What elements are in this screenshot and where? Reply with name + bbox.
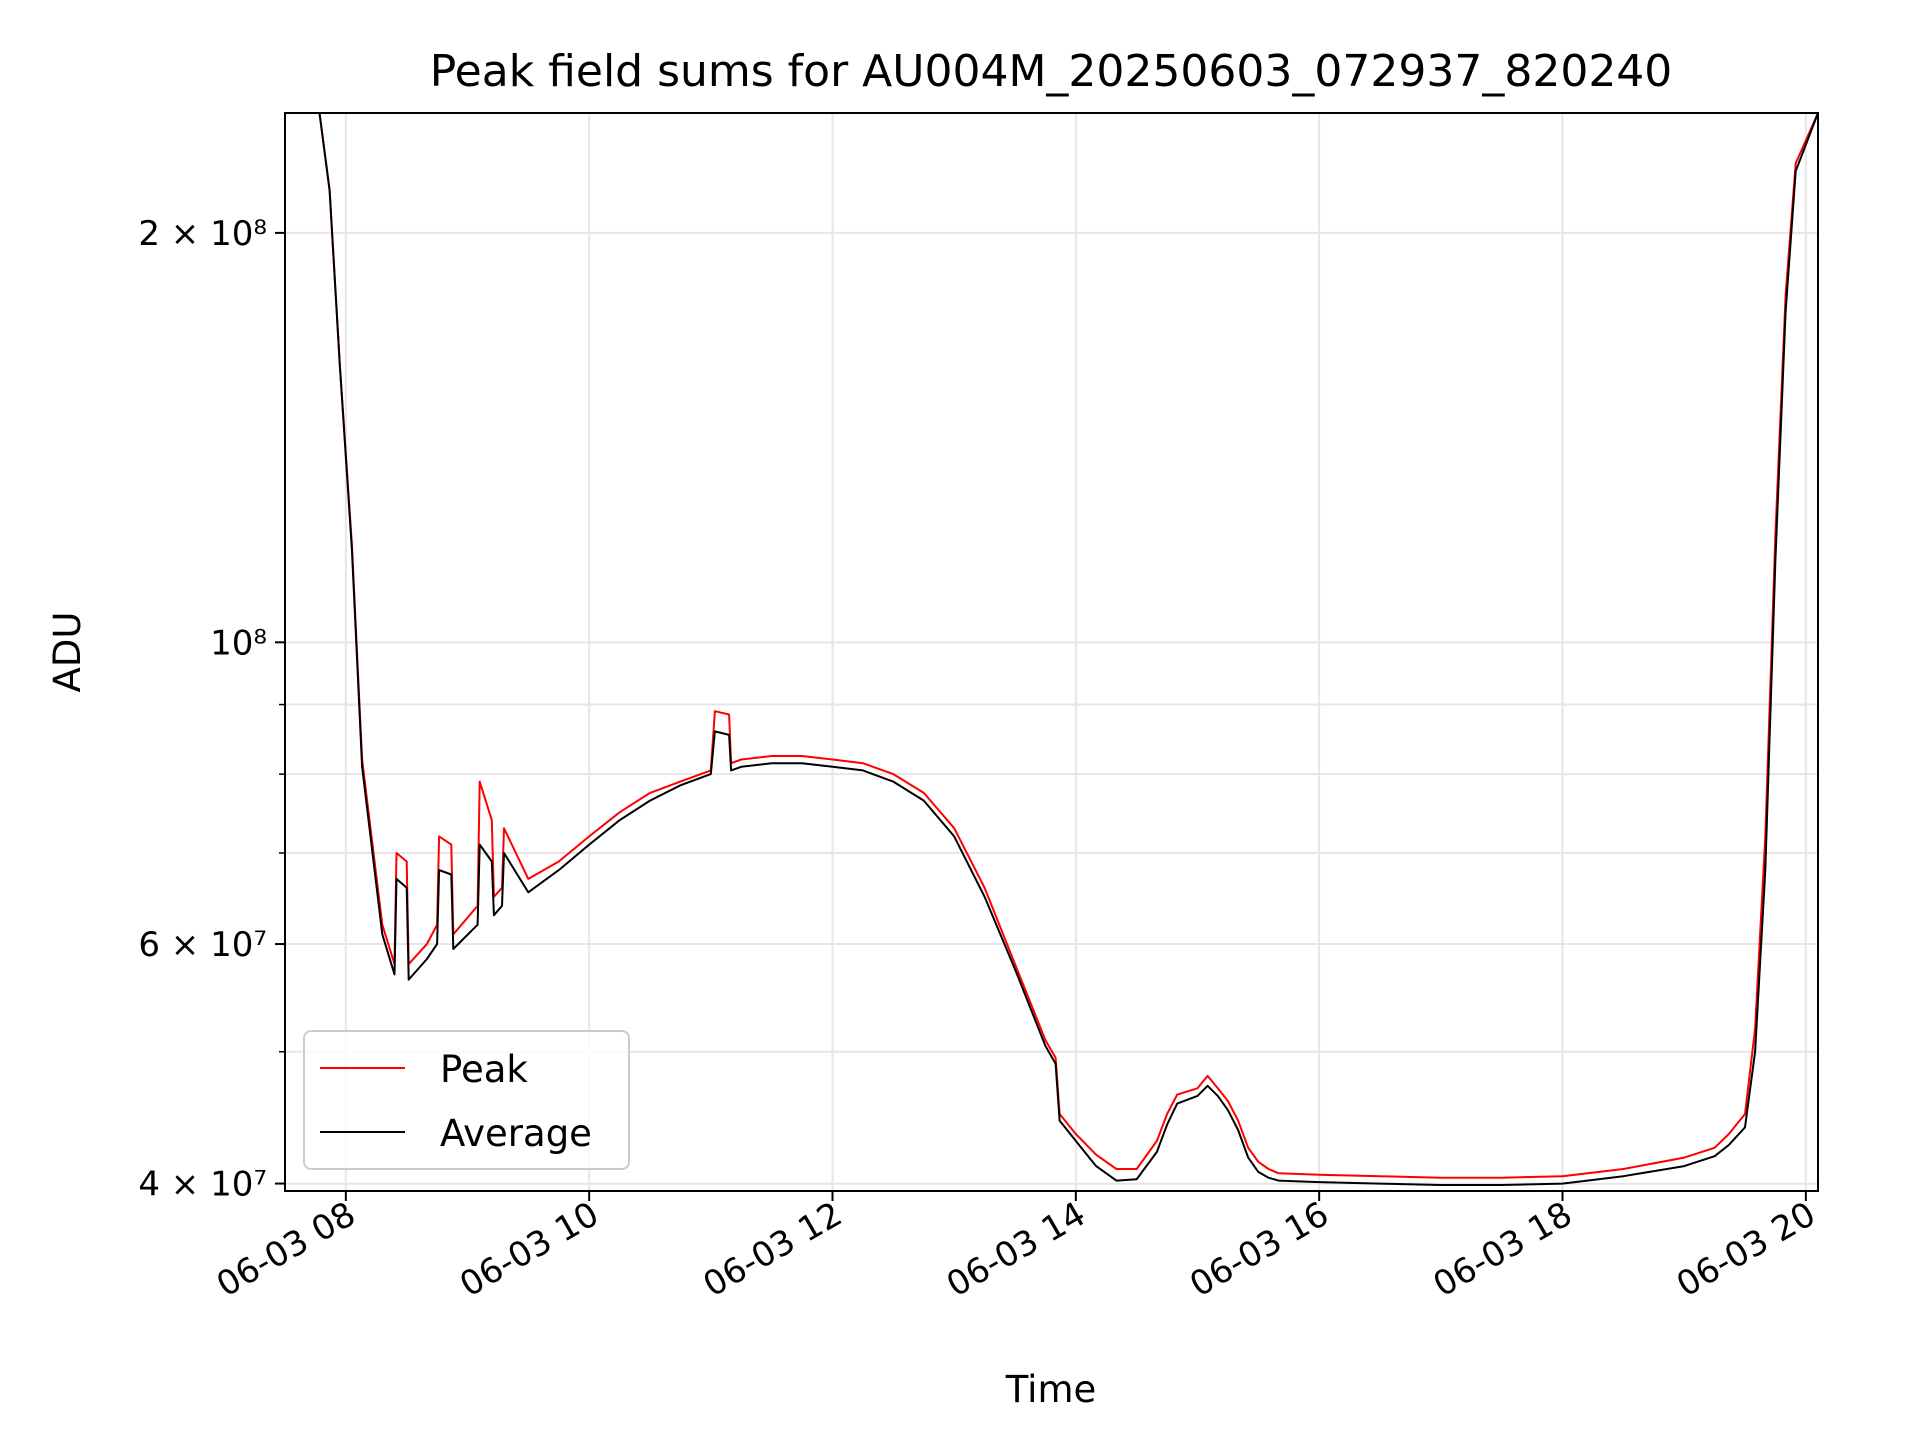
chart-title: Peak field sums for AU004M_20250603_0729… xyxy=(430,46,1673,97)
y-axis-label: ADU xyxy=(46,612,89,693)
legend-box xyxy=(303,1030,630,1170)
y-axis-ticks: 4 × 10⁷ 6 × 10⁷ 10⁸ 2 × 10⁸ xyxy=(138,214,285,1205)
series-line-peak xyxy=(285,112,1819,1179)
legend: Peak Average xyxy=(303,1030,630,1170)
x-axis-label: Time xyxy=(1005,1368,1097,1411)
y-tick-label: 10⁸ xyxy=(210,623,267,663)
plot-series xyxy=(285,112,1819,1186)
legend-label-average: Average xyxy=(440,1112,592,1155)
y-tick-label: 6 × 10⁷ xyxy=(138,925,267,965)
y-tick-label: 2 × 10⁸ xyxy=(138,214,267,254)
legend-label-peak: Peak xyxy=(440,1048,528,1091)
series-line-average xyxy=(285,112,1819,1186)
y-tick-label: 4 × 10⁷ xyxy=(138,1165,267,1205)
plot-frame xyxy=(284,112,1819,1192)
